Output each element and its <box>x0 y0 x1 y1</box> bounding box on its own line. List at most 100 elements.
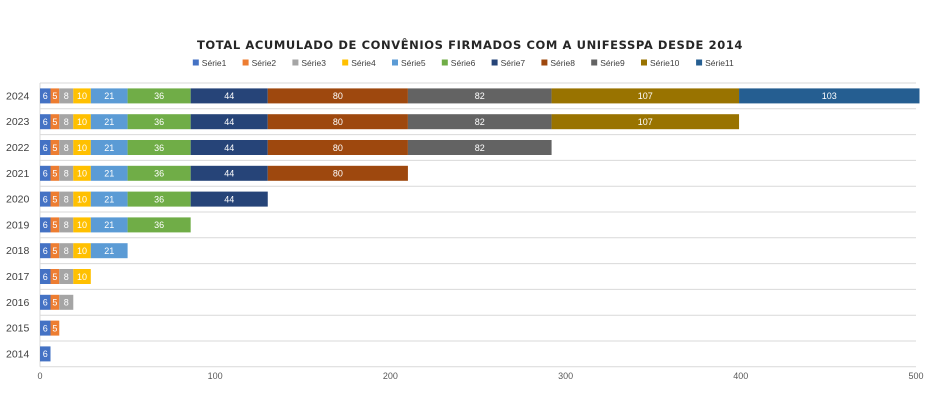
tick-label: 0 <box>37 371 42 381</box>
bar-segment <box>50 294 60 310</box>
data-label: 8 <box>64 194 69 204</box>
data-label: 6 <box>43 246 48 256</box>
legend-swatch <box>491 59 498 66</box>
data-label: 8 <box>64 298 69 308</box>
legend-item: Série6 <box>441 58 476 68</box>
data-label: 5 <box>52 298 57 308</box>
bar-segment <box>551 114 740 130</box>
bar-segment <box>90 243 128 259</box>
bar-segment <box>73 88 91 104</box>
data-label: 6 <box>43 323 48 333</box>
data-label: 5 <box>52 220 57 230</box>
data-label: 21 <box>104 194 114 204</box>
bar-segment <box>551 88 740 104</box>
data-label: 8 <box>64 143 69 153</box>
bar-segment <box>50 88 60 104</box>
bar-segment <box>59 165 74 181</box>
data-label: 44 <box>224 91 234 101</box>
bar-segment <box>739 88 920 104</box>
bar-segment <box>40 217 51 233</box>
category-label: 2018 <box>6 245 30 257</box>
bar-segment <box>73 269 91 284</box>
bar-segment <box>59 217 74 233</box>
data-label: 8 <box>64 169 69 179</box>
legend-swatch <box>441 59 448 66</box>
category-label: 2015 <box>6 323 30 335</box>
data-label: 82 <box>475 143 485 153</box>
bar-segment <box>90 140 128 155</box>
data-label: 5 <box>52 323 57 333</box>
data-label: 107 <box>638 91 653 101</box>
bar-segment <box>73 114 91 130</box>
data-label: 10 <box>77 246 87 256</box>
legend-swatch <box>242 59 249 66</box>
legend-swatch <box>591 59 598 66</box>
bar-segment <box>190 114 268 130</box>
bar-segment <box>90 217 128 233</box>
bar-segment <box>90 165 128 181</box>
data-label: 5 <box>52 246 57 256</box>
legend-label: Série3 <box>301 58 326 68</box>
data-label: 80 <box>333 143 343 153</box>
bar-segment <box>50 269 60 284</box>
bar-segment <box>73 191 91 207</box>
legend-swatch <box>292 59 299 66</box>
bar-segment <box>59 269 74 284</box>
data-label: 44 <box>224 117 234 127</box>
data-label: 80 <box>333 117 343 127</box>
data-label: 80 <box>333 91 343 101</box>
data-label: 8 <box>64 272 69 282</box>
category-axis: 2024 2023 2022 2021 2020 2019 2018 2017 2016 2015… <box>6 90 30 360</box>
data-label: 36 <box>154 91 164 101</box>
bar-segment <box>267 88 408 104</box>
bar-segment <box>40 320 51 336</box>
legend-label: Série2 <box>252 58 277 68</box>
legend-item: Série10 <box>641 58 680 68</box>
legend-item: Série4 <box>342 58 376 68</box>
legend-item: Série1 <box>192 58 227 68</box>
bar-segment <box>90 88 128 104</box>
category-label: 2014 <box>6 348 30 360</box>
legend-label: Série1 <box>202 58 227 68</box>
tick-label: 100 <box>208 371 223 381</box>
bar-segment <box>50 320 60 336</box>
category-label: 2016 <box>6 297 30 309</box>
bar-segment <box>90 114 128 130</box>
bar-segment <box>40 165 51 181</box>
data-label: 21 <box>104 220 114 230</box>
bar-segment <box>127 165 191 181</box>
data-label: 10 <box>77 169 87 179</box>
bar-segment <box>190 191 268 207</box>
category-label: 2023 <box>6 116 30 128</box>
bar-segment <box>73 140 91 155</box>
legend-swatch <box>392 59 398 66</box>
bar-segment <box>59 294 74 310</box>
bar-segment <box>50 140 60 155</box>
data-label: 5 <box>52 272 57 282</box>
data-label: 8 <box>64 91 69 101</box>
tick-label: 500 <box>908 371 923 381</box>
legend-swatch <box>342 59 349 66</box>
legend-item: Série11 <box>696 58 734 68</box>
category-label: 2020 <box>6 194 30 206</box>
bar-segment <box>59 243 74 259</box>
data-label: 6 <box>43 117 48 127</box>
bar-segment <box>40 88 51 104</box>
bar-segment <box>59 191 74 207</box>
data-label: 21 <box>104 91 114 101</box>
category-label: 2022 <box>6 142 30 154</box>
data-label: 5 <box>52 117 57 127</box>
legend-item: Série8 <box>541 58 575 68</box>
data-label: 36 <box>154 194 164 204</box>
data-label: 10 <box>77 143 87 153</box>
bar-segment <box>50 191 60 207</box>
data-label: 8 <box>64 246 69 256</box>
legend-item: Série3 <box>292 58 326 68</box>
tick-label: 300 <box>558 371 573 381</box>
data-label: 36 <box>154 143 164 153</box>
data-label: 5 <box>52 143 57 153</box>
legend: Série1 Série2 Série3 Série4 Série5 Série6 Séri… <box>192 58 734 68</box>
bar-segment <box>59 140 74 155</box>
